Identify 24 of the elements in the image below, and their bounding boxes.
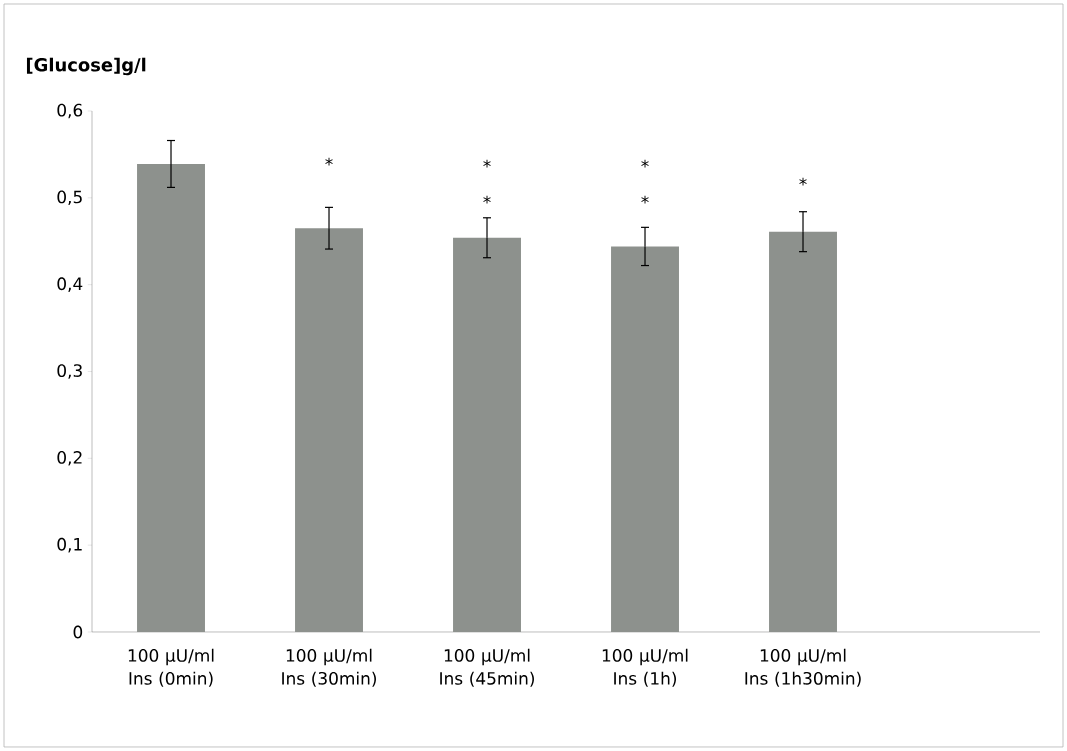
annotation: *: [325, 157, 333, 166]
y-tick-label: 0,1: [57, 537, 82, 553]
y-axis-title: [Glucose]g/l: [26, 57, 146, 76]
annotation: *: [483, 195, 491, 204]
bar: [137, 163, 205, 632]
bar: [611, 246, 679, 632]
x-tick-label: 100 µU/ml Ins (1h30min): [745, 648, 861, 687]
y-tick-label: 0,3: [57, 364, 82, 379]
y-tick-label: 0,2: [57, 451, 82, 466]
x-tick-label: 100 µU/ml Ins (45min): [440, 648, 534, 687]
annotation: *: [641, 195, 649, 204]
bar: [453, 237, 521, 632]
x-tick-label: 100 µU/ml Ins (0min): [128, 648, 214, 687]
y-tick-label: 0: [73, 625, 83, 639]
annotation: *: [641, 159, 649, 168]
y-tick-label: 0,4: [57, 277, 83, 292]
x-tick-label: 100 µU/ml Ins (1h): [602, 648, 688, 687]
annotation: *: [799, 177, 807, 186]
y-tick-label: 0,6: [57, 103, 83, 119]
bar: [295, 228, 363, 632]
bar: [769, 231, 837, 632]
annotation: *: [483, 159, 491, 168]
y-tick-label: 0,5: [57, 190, 82, 206]
x-tick-label: 100 µU/ml Ins (30min): [282, 648, 376, 687]
